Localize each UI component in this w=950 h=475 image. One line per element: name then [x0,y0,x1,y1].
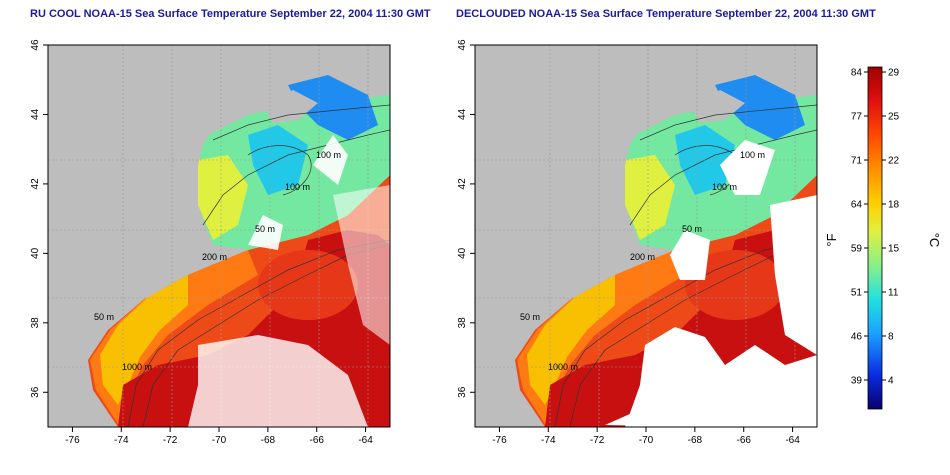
right-lon-tick-label: -76 [492,435,507,446]
left-contour-label-50-a: 50 m [255,224,275,234]
left-lon-tick-label: -64 [358,435,373,446]
left-lon-tick-label: -74 [114,435,129,446]
left-axes: -76 -74 -72 -70 -68 -66 -64 36 38 40 42 44 46 [30,39,373,446]
fahrenheit-tick-label: 64 [851,200,863,211]
left-lon-tick-label: -66 [309,435,324,446]
fahrenheit-unit-label: °F [824,233,839,246]
celsius-tick-label: 22 [888,156,900,167]
right-contour-label-1000: 1000 m [548,362,578,372]
left-contour-label-100-b: 100 m [285,182,310,192]
masked-areas [605,140,817,427]
left-map-title: RU COOL NOAA-15 Sea Surface Temperature … [30,8,431,20]
celsius-tick-label: 11 [888,288,899,299]
right-lon-tick-label: -66 [736,435,751,446]
fahrenheit-tick-label: 39 [851,376,863,387]
right-contour-label-50-b: 50 m [520,312,540,322]
right-lon-tick-label: -74 [541,435,556,446]
fahrenheit-tick-label: 51 [851,288,863,299]
right-lon-tick-label: -72 [590,435,605,446]
left-lat-tick-label: 46 [30,39,41,51]
right-sst-map [474,44,818,428]
left-lon-tick-label: -76 [65,435,80,446]
colorbar-ramp [867,66,883,410]
right-contour-label-100-b: 100 m [712,182,737,192]
right-lon-tick-label: -64 [785,435,800,446]
right-map-title: DECLOUDED NOAA-15 Sea Surface Temperatur… [456,8,876,20]
fahrenheit-tick-label: 46 [851,332,863,343]
right-axes: -76 -74 -72 -70 -68 -66 -64 36 38 40 42 44 46 [457,39,800,446]
right-lat-tick-label: 44 [457,108,468,120]
right-lat-tick-label: 40 [457,247,468,259]
celsius-tick-label: 18 [888,200,900,211]
left-lon-tick-label: -68 [261,435,276,446]
right-contour-label-50-a: 50 m [682,224,702,234]
left-lat-tick-label: 38 [30,317,41,329]
left-sst-map [47,44,391,428]
right-lat-tick-label: 36 [457,386,468,398]
left-contour-label-50-b: 50 m [94,312,114,322]
celsius-tick-label: 8 [888,332,894,343]
right-lat-tick-label: 42 [457,178,468,190]
fahrenheit-tick-label: 59 [851,244,863,255]
right-contour-label-100-a: 100 m [740,150,765,160]
left-contour-label-100-a: 100 m [316,150,341,160]
celsius-tick-label: 25 [888,112,900,123]
right-contour-label-200: 200 m [630,252,655,262]
left-lat-tick-label: 40 [30,247,41,259]
fahrenheit-tick-label: 71 [851,156,863,167]
left-lon-tick-label: -72 [163,435,178,446]
right-lon-tick-label: -68 [688,435,703,446]
right-lat-tick-label: 46 [457,39,468,51]
fahrenheit-tick-label: 84 [851,68,863,79]
left-contour-label-1000: 1000 m [122,362,152,372]
right-lat-tick-label: 38 [457,317,468,329]
left-lat-tick-label: 42 [30,178,41,190]
celsius-unit-label: °C [927,233,942,248]
celsius-tick-label: 4 [888,376,894,387]
celsius-tick-label: 15 [888,244,900,255]
left-lat-tick-label: 36 [30,386,41,398]
fahrenheit-ticks: 84 77 71 64 59 51 46 39 [851,68,868,387]
left-lon-tick-label: -70 [212,435,227,446]
celsius-ticks: 29 25 22 18 15 11 8 4 [882,68,900,387]
left-lat-tick-label: 44 [30,108,41,120]
right-lon-tick-label: -70 [639,435,654,446]
fahrenheit-tick-label: 77 [851,112,863,123]
cloud-areas [188,135,390,427]
celsius-tick-label: 29 [888,68,900,79]
left-contour-label-200: 200 m [202,252,227,262]
